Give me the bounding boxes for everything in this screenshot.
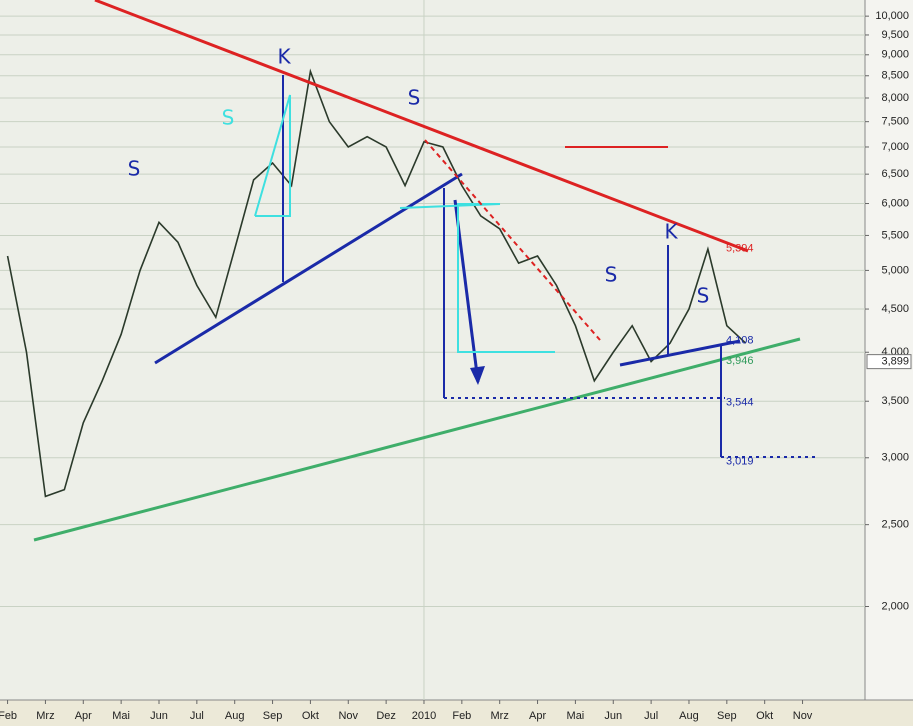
y-tick-label: 5,500	[881, 229, 909, 241]
resistance-line	[94, 0, 749, 253]
y-tick-label: 7,000	[881, 141, 909, 153]
price-line	[6, 68, 747, 498]
x-tick-label: Apr	[529, 710, 546, 722]
x-tick-label: Jul	[190, 710, 204, 722]
pattern-label: K	[277, 45, 291, 69]
x-tick-label: Nov	[793, 710, 813, 722]
y-tick-label: 5,000	[881, 264, 909, 276]
x-tick-label: Okt	[756, 710, 773, 722]
pattern-label: S	[605, 263, 618, 287]
x-tick-label: Nov	[338, 710, 358, 722]
y-tick-label: 9,000	[881, 49, 909, 61]
y-tick-label: 8,500	[881, 70, 909, 82]
plot-area	[0, 0, 865, 700]
y-axis-panel	[865, 0, 913, 700]
level-label: 5,394	[726, 242, 754, 254]
pattern-label: S	[222, 106, 235, 130]
y-tick-label: 3,000	[881, 452, 909, 464]
x-tick-label: Sep	[717, 710, 737, 722]
y-tick-label: 2,000	[881, 600, 909, 612]
x-tick-label: Jun	[150, 710, 168, 722]
x-tick-label: Mrz	[36, 710, 54, 722]
level-label: 3,019	[726, 455, 754, 467]
cyan-measure	[254, 94, 291, 217]
x-tick-label: Jul	[644, 710, 658, 722]
x-tick-label: Mrz	[491, 710, 509, 722]
neckline	[154, 172, 463, 365]
x-tick-label: Feb	[0, 710, 17, 722]
y-tick-label: 9,500	[881, 29, 909, 41]
pattern-label: K	[664, 220, 678, 244]
level-label: 3,946	[726, 355, 754, 367]
pattern-label: S	[408, 86, 421, 110]
x-tick-label: Mai	[112, 710, 130, 722]
y-tick-label: 10,000	[875, 10, 909, 22]
level-label: 4,108	[726, 334, 754, 346]
x-tick-label: Sep	[263, 710, 283, 722]
y-tick-label: 6,500	[881, 168, 909, 180]
x-tick-label: Dez	[376, 710, 396, 722]
y-tick-label: 7,500	[881, 116, 909, 128]
y-tick-label: 4,500	[881, 303, 909, 315]
level-label: 3,544	[726, 397, 754, 409]
y-tick-label: 6,000	[881, 197, 909, 209]
x-tick-label: Mai	[567, 710, 585, 722]
y-tick-label: 8,000	[881, 92, 909, 104]
pattern-label: S	[128, 157, 141, 181]
x-tick-label: Okt	[302, 710, 319, 722]
x-tick-label: 2010	[412, 710, 436, 722]
support-line	[33, 337, 801, 542]
last-price-box	[866, 354, 912, 370]
x-tick-label: Jun	[604, 710, 622, 722]
arrow-head	[470, 366, 485, 385]
y-tick-label: 2,500	[881, 519, 909, 531]
y-tick-label: 3,500	[881, 395, 909, 407]
last-price-label: 3,899	[881, 356, 909, 368]
cyan-measure	[399, 203, 555, 353]
x-tick-label: Aug	[225, 710, 245, 722]
x-tick-label: Aug	[679, 710, 699, 722]
x-tick-label: Feb	[452, 710, 471, 722]
pattern-label: S	[697, 284, 710, 308]
x-tick-label: Apr	[75, 710, 92, 722]
